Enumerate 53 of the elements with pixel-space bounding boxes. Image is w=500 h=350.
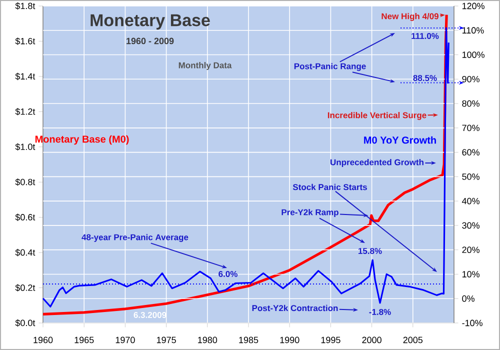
annotation: Post-Y2k Contraction — [252, 304, 338, 312]
y-tick-label: $1.2t — [15, 108, 36, 116]
annotation: 15.8% — [358, 248, 382, 254]
annotation: -1.8% — [369, 308, 391, 315]
x-tick-label: 2000 — [362, 336, 382, 344]
series-label: M0 YoY Growth — [364, 136, 436, 144]
y2-tick-label: 90% — [462, 76, 480, 82]
x-tick-label: 1990 — [280, 336, 300, 344]
annotation: Stock Panic Starts — [292, 184, 367, 190]
y-tick-label: $1.8t — [15, 2, 36, 10]
text: Monetary Base (M0) — [35, 135, 129, 145]
x-tick-label: 1960 — [34, 336, 53, 344]
y2-tick-label: 50% — [462, 173, 480, 180]
y-tick-label: $0.4t — [15, 248, 36, 256]
x-tick-label: 2005 — [403, 336, 423, 344]
y2-tick-label: 10% — [462, 271, 480, 278]
annotation: 6.0% — [218, 270, 238, 277]
x-tick-label: 1965 — [74, 336, 94, 344]
x-tick-label: 1970 — [116, 336, 135, 344]
y2-tick-label: 100% — [462, 52, 484, 58]
y2-tick-label: 60% — [462, 149, 480, 156]
y-tick-label: $0.8t — [15, 178, 36, 186]
y-tick-label: $0.0t — [15, 319, 36, 327]
y-tick-label: $0.6t — [15, 214, 36, 221]
annotation: 111.0% — [412, 32, 439, 39]
y2-tick-label: 80% — [462, 100, 480, 107]
y-tick-label: $1.0t — [15, 143, 36, 151]
x-tick-label: 1975 — [156, 336, 176, 344]
y2-tick-label: 110% — [462, 27, 484, 34]
y2-tick-label: 30% — [462, 222, 480, 229]
x-tick-label: 1995 — [321, 336, 340, 344]
text: 1960 - 2009 — [126, 38, 174, 44]
annotation: Monthly Data — [178, 62, 232, 70]
annotation: Incredible Vertical Surge — [328, 112, 426, 120]
annotation: 48-year Pre-Panic Average — [82, 234, 188, 242]
annotation: Post-Panic Range — [294, 63, 366, 71]
y2-tick-label: 70% — [462, 124, 480, 132]
y2-tick-label: 40% — [462, 198, 480, 204]
y-tick-label: $1.4t — [15, 72, 36, 80]
annotation: Unprecedented Growth — [330, 159, 424, 167]
y2-tick-label: -10% — [462, 320, 482, 326]
y-tick-label: $1.6t — [15, 38, 36, 45]
annotation: 88.5% — [413, 74, 437, 81]
y2-tick-label: 0% — [462, 295, 474, 302]
annotation: Pre-Y2k Ramp — [282, 209, 338, 217]
y2-tick-label: 120% — [462, 2, 484, 10]
chart-title: Monetary Base — [90, 14, 210, 30]
annotation: 6.3.2009 — [134, 312, 166, 318]
x-tick-label: 1985 — [239, 336, 258, 344]
y-tick-label: $0.2t — [15, 284, 36, 292]
y2-tick-label: 20% — [462, 246, 480, 254]
x-tick-label: 1980 — [198, 336, 218, 344]
annotation: New High 4/09 — [382, 13, 438, 21]
